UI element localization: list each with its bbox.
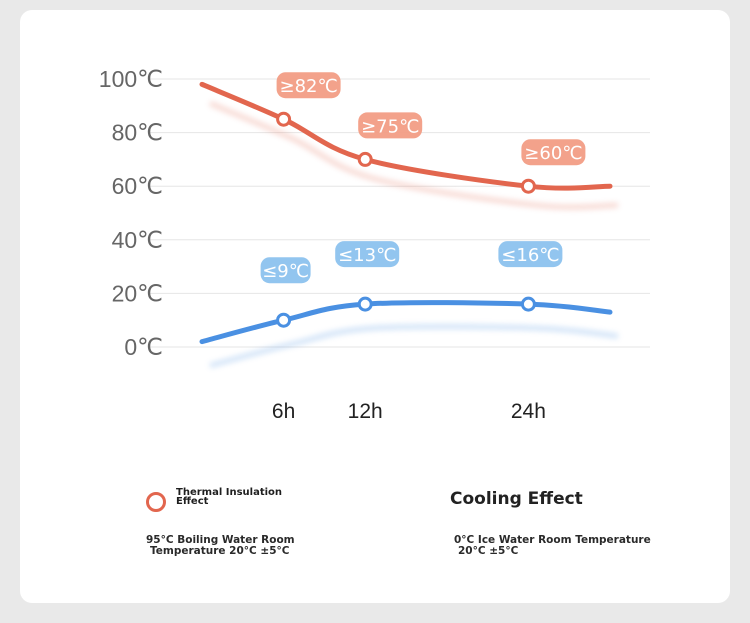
data-label-pill bbox=[498, 241, 563, 268]
data-label: ≥60℃ bbox=[524, 143, 582, 164]
legend-thermal-desc-line1: 95°C Boiling Water Room bbox=[146, 534, 295, 546]
series-line bbox=[199, 300, 613, 345]
series-shadow bbox=[209, 324, 619, 369]
series-shadow bbox=[209, 101, 619, 210]
x-tick-label: 24h bbox=[511, 400, 546, 423]
data-point bbox=[520, 296, 536, 312]
legend-thermal-desc-line2: Temperature 20°C ±5°C bbox=[150, 545, 290, 557]
thermal-marker-icon bbox=[146, 492, 166, 512]
x-tick-label: 12h bbox=[348, 400, 383, 423]
data-label-pill bbox=[335, 241, 400, 268]
legend-cooling-desc: 0°C Ice Water Room Temperature 20°C ±5°C bbox=[454, 535, 704, 557]
data-label-pill bbox=[521, 139, 586, 166]
data-label: ≥82℃ bbox=[279, 76, 337, 97]
legend-thermal-desc: 95°C Boiling Water Room Temperature 20°C… bbox=[146, 535, 396, 557]
data-label-pill bbox=[260, 257, 311, 284]
data-point bbox=[276, 312, 292, 328]
legend-cooling-desc-line2: 20°C ±5°C bbox=[458, 545, 519, 557]
y-tick-label: 60℃ bbox=[112, 173, 163, 199]
data-point bbox=[357, 151, 373, 167]
data-point bbox=[520, 178, 536, 194]
data-label: ≤13℃ bbox=[338, 245, 396, 266]
data-label-pill bbox=[276, 72, 341, 99]
y-tick-label: 100℃ bbox=[99, 66, 163, 92]
y-tick-label: 80℃ bbox=[112, 120, 163, 146]
temperature-chart: 100℃ 80℃ 60℃ 40℃ 20℃ 0℃ 6h 12h 24h ≥82℃ ≥75℃ ≥60℃ ≤9… bbox=[99, 66, 650, 423]
y-tick-label: 20℃ bbox=[112, 280, 163, 306]
y-tick-label: 40℃ bbox=[112, 227, 163, 253]
chart-card: 100℃ 80℃ 60℃ 40℃ 20℃ 0℃ 6h 12h 24h ≥82℃ ≥75℃ ≥60℃ ≤9… bbox=[20, 10, 730, 603]
data-label: ≤9℃ bbox=[262, 261, 309, 282]
legend-cooling-title: Cooling Effect bbox=[450, 489, 583, 509]
data-point bbox=[357, 296, 373, 312]
x-tick-label: 6h bbox=[272, 400, 295, 423]
y-tick-label: 0℃ bbox=[124, 334, 163, 360]
data-label: ≤16℃ bbox=[501, 245, 559, 266]
data-label: ≥75℃ bbox=[361, 116, 419, 137]
data-label-pill bbox=[358, 112, 423, 139]
legend-cooling-desc-line1: 0°C Ice Water Room Temperature bbox=[454, 534, 651, 546]
legend-thermal-title: Thermal Insulation Effect bbox=[176, 487, 283, 507]
data-point bbox=[276, 111, 292, 127]
